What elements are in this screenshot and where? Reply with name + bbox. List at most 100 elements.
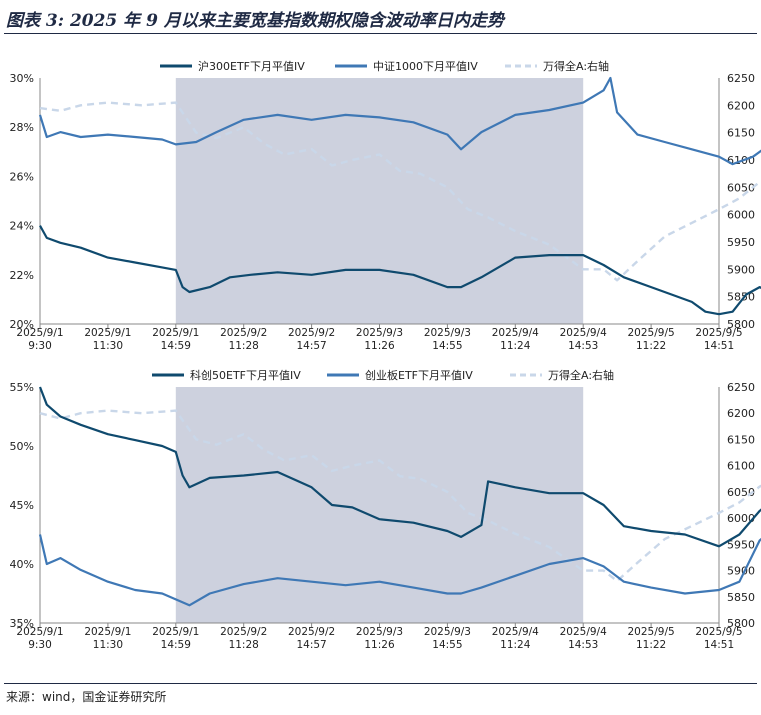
x-tick-label-line: 2025/9/3 [424, 626, 471, 638]
x-tick-label: 2025/9/1 9:30 [16, 626, 63, 651]
x-tick-label: 2025/9/4 11:24 [492, 626, 539, 651]
chart-2: 35%40%45%50%55%5800585059005950600060506… [10, 368, 761, 651]
right-tick-label: 5900 [727, 263, 755, 276]
legend-label: 万得全A:右轴 [543, 59, 609, 73]
x-tick-label-line: 2025/9/1 [152, 626, 199, 638]
x-tick-label-line: 11:26 [364, 639, 395, 651]
right-tick-label: 6050 [727, 181, 755, 194]
series-line-mid [38, 534, 761, 607]
x-tick-label: 2025/9/4 14:53 [560, 327, 607, 352]
x-tick-label: 2025/9/1 11:30 [84, 327, 131, 352]
source-note: 来源：wind，国金证券研究所 [6, 690, 167, 704]
x-tick-label-line: 2025/9/1 [84, 626, 131, 638]
x-tick-label-line: 14:59 [161, 639, 191, 651]
x-tick-label-line: 14:53 [568, 639, 598, 651]
legend-label: 万得全A:右轴 [548, 368, 614, 382]
page-title: 图表 3: 2025 年 9 月以来主要宽基指数期权隐含波动率日内走势 [6, 11, 504, 31]
x-tick-label-line: 11:24 [500, 340, 531, 352]
x-tick-label-line: 2025/9/3 [356, 626, 403, 638]
x-tick-label: 2025/9/1 14:59 [152, 626, 199, 651]
x-tick-label: 2025/9/2 11:28 [220, 626, 267, 651]
title-divider [4, 33, 757, 34]
x-tick-label-line: 14:57 [296, 639, 326, 651]
left-tick-label: 28% [10, 121, 34, 134]
right-tick-label: 6150 [727, 127, 755, 140]
right-tick-label: 6100 [727, 460, 755, 473]
x-tick-label: 2025/9/5 14:51 [695, 626, 742, 651]
x-tick-label-line: 2025/9/4 [492, 626, 539, 638]
series-line-light [39, 409, 761, 583]
source-divider [4, 683, 757, 684]
x-tick-label-line: 2025/9/2 [288, 327, 335, 339]
right-tick-label: 6250 [727, 72, 755, 85]
x-tick-label: 2025/9/4 14:53 [560, 626, 607, 651]
x-tick-label-line: 2025/9/5 [695, 626, 742, 638]
right-tick-label: 5800 [727, 318, 755, 331]
series-line-light [39, 101, 761, 282]
left-tick-label: 26% [10, 170, 34, 183]
right-tick-label: 6150 [727, 433, 755, 446]
legend-label: 科创50ETF下月平值IV [190, 368, 301, 382]
right-tick-label: 6000 [727, 209, 755, 222]
x-tick-label-line: 2025/9/2 [220, 327, 267, 339]
x-tick-label-line: 2025/9/5 [695, 327, 742, 339]
x-tick-label-line: 2025/9/2 [288, 626, 335, 638]
left-tick-label: 40% [10, 558, 34, 571]
right-tick-label: 5900 [727, 565, 755, 578]
legend-label: 创业板ETF下月平值IV [365, 368, 473, 382]
x-tick-label: 2025/9/5 11:22 [628, 327, 675, 352]
left-tick-label: 24% [10, 220, 34, 233]
left-tick-label: 30% [10, 72, 34, 85]
x-tick-label-line: 2025/9/5 [628, 327, 675, 339]
x-tick-label: 2025/9/3 11:26 [356, 327, 403, 352]
x-tick-label-line: 11:22 [636, 340, 666, 352]
legend-label: 沪300ETF下月平值IV [198, 59, 305, 73]
left-tick-label: 50% [10, 440, 34, 453]
x-tick-label: 2025/9/3 11:26 [356, 626, 403, 651]
right-tick-label: 5850 [727, 591, 755, 604]
x-tick-label: 2025/9/2 11:28 [220, 327, 267, 352]
x-tick-label: 2025/9/5 11:22 [628, 626, 675, 651]
series-line-mid [38, 76, 761, 166]
x-tick-label: 2025/9/3 14:55 [424, 626, 471, 651]
x-tick-label-line: 14:51 [704, 639, 734, 651]
chart-1: 20%22%24%26%28%30%5800585059005950600060… [10, 59, 761, 352]
series-line-dark [38, 386, 761, 548]
right-tick-label: 6200 [727, 407, 755, 420]
x-tick-label-line: 14:59 [161, 340, 191, 352]
right-tick-label: 6000 [727, 512, 755, 525]
x-tick-label: 2025/9/4 11:24 [492, 327, 539, 352]
x-tick-label-line: 14:51 [704, 340, 734, 352]
x-tick-label: 2025/9/3 14:55 [424, 327, 471, 352]
series-line-dark [39, 225, 761, 316]
right-tick-label: 6250 [727, 381, 755, 394]
x-tick-label: 2025/9/1 9:30 [16, 327, 63, 352]
left-tick-label: 55% [10, 381, 34, 394]
x-tick-label-line: 2025/9/3 [424, 327, 471, 339]
right-tick-label: 5950 [727, 538, 755, 551]
x-tick-label: 2025/9/1 11:30 [84, 626, 131, 651]
x-tick-label: 2025/9/1 14:59 [152, 327, 199, 352]
x-tick-label-line: 9:30 [28, 340, 52, 352]
x-tick-label-line: 11:24 [500, 639, 531, 651]
x-tick-label-line: 11:30 [93, 340, 123, 352]
right-tick-label: 6200 [727, 99, 755, 112]
x-tick-label-line: 11:26 [364, 340, 395, 352]
left-tick-label: 20% [10, 318, 34, 331]
x-tick-label-line: 14:53 [568, 340, 598, 352]
x-tick-label-line: 2025/9/1 [16, 327, 63, 339]
x-tick-label-line: 11:22 [636, 639, 666, 651]
left-tick-label: 22% [10, 269, 34, 282]
left-tick-label: 35% [10, 617, 34, 630]
x-tick-label-line: 2025/9/5 [628, 626, 675, 638]
x-tick-label: 2025/9/2 14:57 [288, 327, 335, 352]
x-tick-label-line: 11:28 [229, 340, 259, 352]
right-tick-label: 5950 [727, 236, 755, 249]
x-tick-label-line: 2025/9/1 [16, 626, 63, 638]
x-tick-label-line: 14:55 [432, 340, 462, 352]
x-tick-label: 2025/9/2 14:57 [288, 626, 335, 651]
x-tick-label-line: 9:30 [28, 639, 52, 651]
legend-label: 中证1000下月平值IV [373, 60, 478, 73]
x-tick-label-line: 2025/9/4 [560, 327, 607, 339]
